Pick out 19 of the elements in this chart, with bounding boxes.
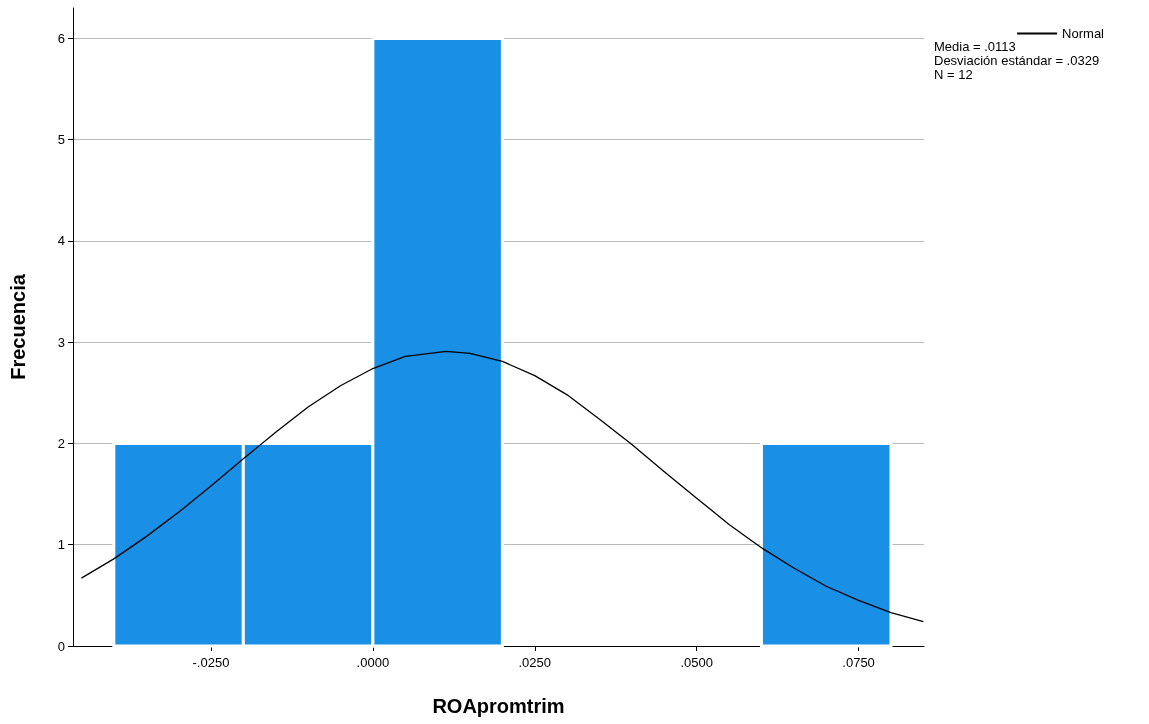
y-tick-label: 6 bbox=[57, 30, 65, 46]
x-tick-label: .0750 bbox=[842, 655, 875, 670]
y-tick-label: 3 bbox=[57, 334, 65, 350]
text: N = 12 bbox=[934, 67, 973, 82]
line-series bbox=[80, 350, 924, 623]
y-tick-label: 0 bbox=[57, 638, 65, 654]
y-axis-title: Frecuencia bbox=[7, 273, 29, 380]
legend-label: Normal bbox=[1062, 26, 1105, 41]
text: Desviación estándar = .0329 bbox=[934, 53, 1100, 68]
y-tick-label: 5 bbox=[57, 132, 65, 148]
x-tick-label: .0500 bbox=[680, 655, 713, 670]
y-tick-label: 1 bbox=[57, 537, 65, 553]
y-tick-label: 2 bbox=[57, 435, 65, 451]
x-tick-label: -.0250 bbox=[192, 655, 230, 670]
x-tick-label: .0250 bbox=[518, 655, 552, 670]
x-tick-label: .0000 bbox=[356, 655, 390, 670]
x-axis-title: ROApromtrim bbox=[432, 695, 565, 717]
text: Media = .0113 bbox=[934, 39, 1016, 54]
y-tick-label: 4 bbox=[57, 233, 65, 249]
